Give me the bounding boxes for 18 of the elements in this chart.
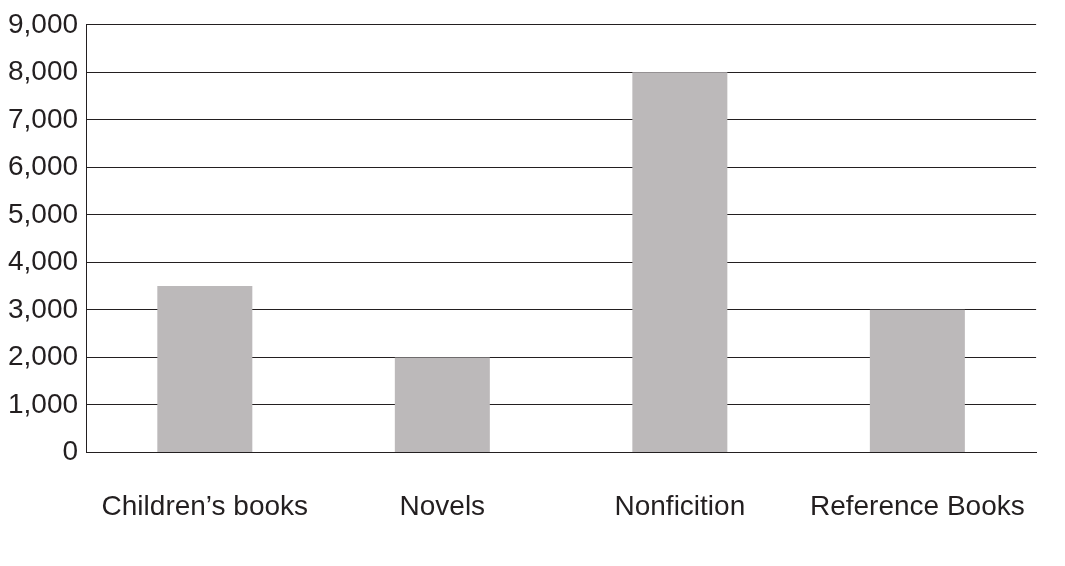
y-tick-label: 0: [62, 435, 79, 467]
bar: [869, 309, 965, 452]
x-tick-label: Children’s books: [101, 489, 309, 521]
x-tick-label: Novels: [399, 489, 486, 521]
y-tick-label: 8,000: [7, 55, 79, 87]
y-tick-label: 4,000: [7, 245, 79, 277]
y-tick-label: 3,000: [7, 292, 79, 324]
y-tick-label: 9,000: [7, 7, 79, 39]
x-tick-label: Reference Books: [809, 489, 1025, 521]
y-tick-label: 6,000: [7, 150, 79, 182]
y-tick-label: 7,000: [7, 102, 79, 134]
y-tick-label: 2,000: [7, 340, 79, 372]
y-tick-label: 1,000: [7, 387, 79, 419]
x-tick-label: Nonficition: [614, 489, 746, 521]
bar: [632, 72, 728, 452]
y-tick-label: 5,000: [7, 197, 79, 229]
bar: [394, 357, 490, 452]
bar: [157, 286, 253, 452]
